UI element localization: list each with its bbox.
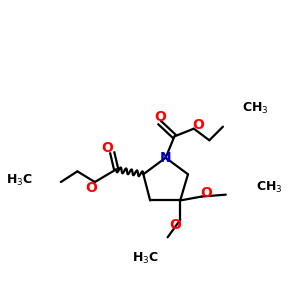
Text: O: O bbox=[169, 218, 181, 232]
Text: O: O bbox=[193, 118, 205, 132]
Text: CH$_3$: CH$_3$ bbox=[242, 101, 269, 116]
Text: H$_3$C: H$_3$C bbox=[132, 251, 159, 266]
Text: O: O bbox=[85, 181, 97, 195]
Text: N: N bbox=[160, 151, 172, 165]
Text: H$_3$C: H$_3$C bbox=[6, 172, 33, 188]
Text: CH$_3$: CH$_3$ bbox=[256, 180, 283, 195]
Text: O: O bbox=[154, 110, 166, 124]
Text: O: O bbox=[200, 186, 212, 200]
Text: O: O bbox=[101, 141, 113, 155]
